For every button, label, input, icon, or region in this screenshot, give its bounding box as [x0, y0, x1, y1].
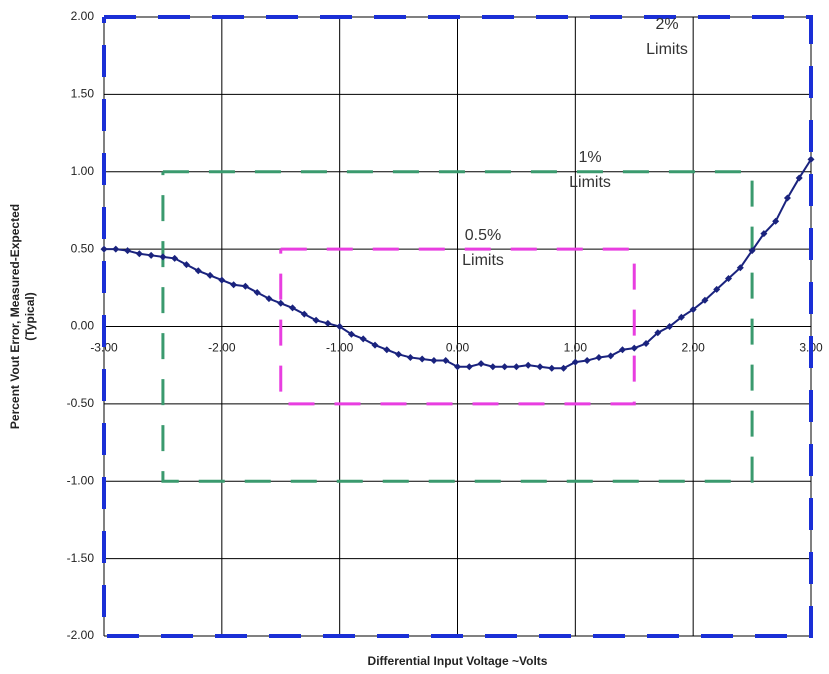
data-point — [124, 247, 132, 255]
data-point — [312, 316, 320, 324]
data-point — [536, 363, 544, 371]
data-point — [135, 250, 143, 258]
limit-box — [102, 15, 813, 638]
y-tick-label: -2.00 — [67, 628, 95, 642]
y-tick-label: 2.00 — [71, 9, 95, 23]
data-point — [701, 296, 709, 304]
data-point — [630, 344, 638, 352]
data-point — [725, 275, 733, 283]
data-point — [147, 251, 155, 259]
limit-box — [161, 170, 754, 483]
data-point — [465, 363, 473, 371]
data-point — [206, 271, 214, 279]
data-point — [112, 245, 120, 253]
data-point — [748, 247, 756, 255]
data-point — [289, 304, 297, 312]
data-point — [159, 253, 167, 261]
data-point — [524, 361, 532, 369]
x-tick-label: -1.00 — [326, 341, 354, 355]
y-tick-label: -0.50 — [67, 396, 95, 410]
data-point — [772, 217, 780, 225]
data-point — [100, 245, 108, 253]
x-tick-label: -3.00 — [90, 341, 118, 355]
data-point — [595, 353, 603, 361]
data-point — [560, 364, 568, 372]
data-point — [618, 346, 626, 354]
data-point — [171, 254, 179, 262]
data-point — [395, 350, 403, 358]
data-point — [336, 323, 344, 330]
limit-box — [279, 247, 636, 406]
data-point — [689, 305, 697, 313]
data-point — [347, 330, 355, 338]
y-tick-label: -1.00 — [67, 473, 95, 487]
data-point — [241, 282, 249, 290]
data-point — [607, 352, 615, 360]
y-axis-title: Percent Vout Error, Measured-Expected — [8, 204, 22, 429]
y-tick-label: 1.50 — [71, 87, 95, 101]
data-point — [501, 363, 509, 371]
data-point — [182, 261, 190, 269]
limit-label: Limits — [646, 41, 688, 58]
data-point — [359, 335, 367, 343]
data-point — [230, 281, 238, 289]
limit-label: Limits — [569, 174, 611, 191]
data-point — [807, 155, 815, 163]
data-point — [654, 329, 662, 337]
data-point — [383, 346, 391, 354]
data-point — [583, 357, 591, 365]
y-tick-label: 0.00 — [71, 319, 95, 333]
data-point — [736, 264, 744, 272]
data-point — [571, 358, 579, 366]
x-tick-label: 2.00 — [681, 341, 705, 355]
data-point — [760, 230, 768, 238]
x-axis-title: Differential Input Voltage ~Volts — [368, 654, 548, 668]
x-tick-label: 1.00 — [564, 341, 588, 355]
y-tick-label: -1.50 — [67, 551, 95, 565]
limit-label: Limits — [462, 252, 504, 269]
x-tick-label: -2.00 — [208, 341, 236, 355]
data-point — [265, 295, 273, 303]
data-point — [677, 313, 685, 321]
data-point — [548, 364, 556, 372]
limit-label: 0.5% — [465, 227, 501, 244]
data-point — [253, 288, 261, 296]
data-point — [666, 323, 674, 330]
data-point — [277, 299, 285, 307]
x-tick-label: 0.00 — [446, 341, 470, 355]
data-point — [477, 360, 485, 368]
data-point — [489, 363, 497, 371]
data-point — [194, 267, 202, 275]
data-point — [324, 319, 332, 327]
limit-label: 1% — [578, 149, 601, 166]
data-point — [430, 357, 438, 365]
data-point — [300, 310, 308, 318]
data-point — [795, 174, 803, 182]
data-point — [406, 353, 414, 361]
data-point — [454, 363, 461, 371]
data-point — [418, 355, 426, 363]
data-point — [642, 340, 650, 348]
data-point — [783, 194, 791, 202]
data-point — [218, 276, 226, 284]
y-axis-title: (Typical) — [23, 292, 37, 340]
data-point — [713, 285, 721, 293]
data-point — [442, 357, 450, 365]
data-point — [371, 341, 379, 349]
y-tick-label: 0.50 — [71, 241, 95, 255]
limit-label: 2% — [655, 16, 678, 33]
y-tick-label: 1.00 — [71, 164, 95, 178]
data-point — [512, 363, 520, 371]
